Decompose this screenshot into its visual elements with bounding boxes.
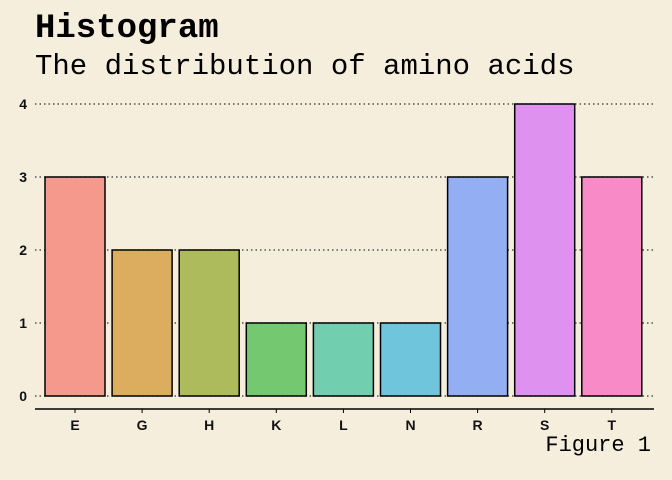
chart-subtitle: The distribution of amino acids bbox=[35, 50, 575, 83]
bar-N bbox=[379, 322, 442, 397]
bar-G bbox=[111, 249, 173, 397]
x-tick-label: T bbox=[608, 417, 617, 433]
y-tick-label: 1 bbox=[19, 315, 27, 331]
x-tick-label: R bbox=[473, 417, 483, 433]
y-tick-label: 2 bbox=[19, 242, 27, 258]
x-tick-label: E bbox=[70, 417, 79, 433]
bar-E bbox=[44, 176, 106, 397]
bar-L bbox=[312, 322, 375, 397]
bars bbox=[44, 103, 643, 397]
bar-K bbox=[245, 322, 308, 397]
x-tick-label: N bbox=[405, 417, 415, 433]
x-tick-label: H bbox=[204, 417, 214, 433]
chart-title: Histogram bbox=[35, 10, 219, 48]
y-tick-labels: 0 1 2 3 4 bbox=[19, 96, 27, 404]
bar-S bbox=[513, 103, 576, 397]
y-tick-label: 4 bbox=[19, 96, 27, 112]
bar-R bbox=[446, 176, 509, 397]
x-tick-label: G bbox=[137, 417, 148, 433]
x-tick-label: K bbox=[271, 417, 281, 433]
y-tick-label: 0 bbox=[19, 388, 27, 404]
chart-caption: Figure 1 bbox=[545, 433, 651, 458]
x-tick-label: S bbox=[540, 417, 549, 433]
y-tick-label: 3 bbox=[19, 169, 27, 185]
bar-H bbox=[178, 249, 240, 397]
bar-T bbox=[581, 176, 643, 397]
x-tick-label: L bbox=[339, 417, 348, 433]
